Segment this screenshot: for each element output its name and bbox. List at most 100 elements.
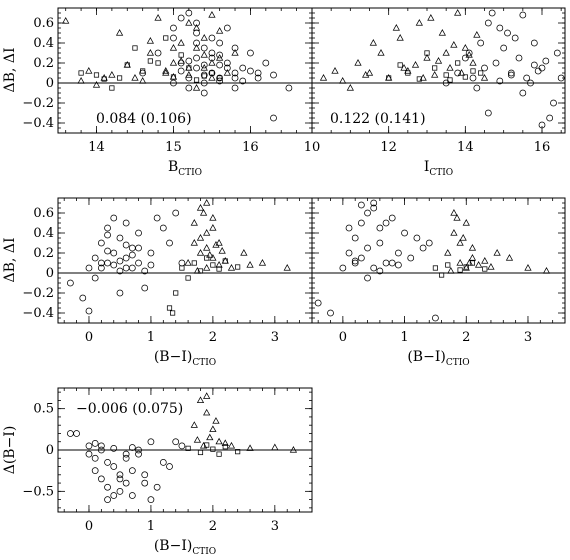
data-point-circle bbox=[159, 224, 167, 232]
data-point-circle bbox=[128, 467, 136, 475]
data-point-circle bbox=[534, 67, 542, 75]
data-point-circle bbox=[122, 264, 130, 272]
data-point-triangle bbox=[468, 244, 477, 251]
data-point-circle bbox=[216, 51, 224, 59]
data-point-square bbox=[197, 449, 204, 456]
data-point-circle bbox=[484, 19, 492, 27]
data-point-circle bbox=[208, 69, 216, 77]
scatter-rms-annotation: 0.084 (0.106) bbox=[96, 111, 192, 127]
data-point-circle bbox=[351, 234, 359, 242]
y-tick-label: 0.6 bbox=[33, 16, 54, 31]
data-point-square bbox=[216, 266, 222, 272]
data-point-circle bbox=[239, 64, 247, 72]
data-point-circle bbox=[147, 496, 155, 503]
data-point-square bbox=[186, 65, 192, 71]
data-point-circle bbox=[154, 49, 162, 57]
data-point-circle bbox=[247, 49, 254, 57]
data-point-triangle bbox=[457, 69, 466, 76]
data-point-triangle bbox=[131, 74, 139, 81]
data-point-circle bbox=[67, 279, 74, 287]
data-point-circle bbox=[128, 492, 136, 499]
data-point-triangle bbox=[185, 19, 193, 26]
data-point-circle bbox=[488, 9, 496, 17]
data-point-triangle bbox=[199, 209, 208, 216]
data-point-circle bbox=[364, 244, 371, 252]
data-point-circle bbox=[141, 471, 149, 479]
data-point-triangle bbox=[215, 437, 223, 445]
data-point-circle bbox=[469, 74, 477, 82]
data-point-triangle bbox=[462, 219, 470, 226]
data-point-square bbox=[147, 58, 153, 64]
data-point-circle bbox=[116, 267, 124, 275]
data-point-circle bbox=[177, 14, 185, 22]
x-axis-label: (B−I)CTIO bbox=[154, 538, 216, 557]
data-point-square bbox=[432, 65, 438, 71]
data-point-triangle bbox=[203, 199, 211, 206]
x-tick-label: 0 bbox=[85, 330, 93, 345]
data-point-circle bbox=[85, 264, 93, 272]
data-point-circle bbox=[351, 257, 359, 265]
data-point-circle bbox=[116, 487, 124, 495]
data-point-triangle bbox=[203, 264, 211, 271]
data-point-triangle bbox=[392, 24, 400, 31]
data-point-triangle bbox=[208, 59, 216, 66]
data-point-triangle bbox=[190, 421, 198, 428]
data-point-circle bbox=[185, 74, 193, 82]
data-point-square bbox=[397, 62, 403, 68]
y-axis-label: Δ(B−I) bbox=[2, 426, 18, 475]
data-point-triangle bbox=[227, 264, 236, 271]
data-point-circle bbox=[223, 24, 231, 32]
x-tick-label: 2 bbox=[209, 330, 217, 345]
data-point-square bbox=[140, 68, 146, 74]
data-point-triangle bbox=[193, 436, 202, 443]
data-point-square bbox=[217, 75, 223, 81]
data-point-circle bbox=[473, 84, 481, 92]
data-point-triangle bbox=[524, 264, 532, 271]
data-point-square bbox=[235, 264, 241, 270]
data-point-triangle bbox=[423, 54, 431, 61]
data-point-square bbox=[209, 70, 215, 76]
x-tick-label: 3 bbox=[271, 519, 279, 534]
data-point-square bbox=[443, 72, 449, 78]
x-tick-label: 14 bbox=[457, 140, 474, 155]
data-point-triangle bbox=[206, 251, 214, 258]
data-point-circle bbox=[91, 440, 99, 447]
data-point-circle bbox=[104, 259, 111, 267]
data-point-triangle bbox=[474, 261, 483, 268]
data-point-circle bbox=[357, 254, 365, 262]
data-point-circle bbox=[104, 247, 111, 255]
data-point-triangle bbox=[465, 51, 473, 58]
data-point-square bbox=[210, 262, 216, 268]
x-tick-label: 2 bbox=[462, 330, 470, 345]
x-tick-label: 0 bbox=[339, 330, 347, 345]
data-point-circle bbox=[97, 239, 105, 247]
data-point-circle bbox=[500, 44, 508, 52]
data-point-circle bbox=[110, 214, 118, 222]
data-point-circle bbox=[216, 61, 224, 69]
data-point-triangle bbox=[240, 249, 248, 256]
y-tick-label: 0 bbox=[46, 266, 54, 281]
data-point-triangle bbox=[169, 44, 178, 51]
data-point-circle bbox=[166, 239, 173, 247]
data-point-circle bbox=[122, 454, 130, 462]
data-point-triangle bbox=[184, 259, 192, 266]
data-point-circle bbox=[97, 446, 105, 454]
data-point-triangle bbox=[203, 392, 211, 399]
data-point-circle bbox=[538, 64, 546, 72]
data-point-square bbox=[191, 260, 197, 266]
x-tick-label: 15 bbox=[165, 140, 182, 155]
data-point-circle bbox=[177, 59, 185, 67]
data-point-circle bbox=[223, 59, 231, 67]
x-axis-label: (B−I)CTIO bbox=[154, 349, 216, 368]
data-point-triangle bbox=[450, 229, 458, 236]
data-point-triangle bbox=[283, 264, 291, 271]
data-point-square bbox=[416, 76, 422, 82]
data-point-triangle bbox=[331, 67, 339, 74]
data-point-circle bbox=[553, 49, 561, 57]
data-point-circle bbox=[477, 39, 485, 47]
data-point-circle bbox=[166, 463, 173, 470]
data-point-circle bbox=[231, 74, 239, 82]
data-point-circle bbox=[97, 475, 105, 483]
data-point-triangle bbox=[215, 239, 223, 246]
data-point-circle bbox=[200, 44, 208, 52]
